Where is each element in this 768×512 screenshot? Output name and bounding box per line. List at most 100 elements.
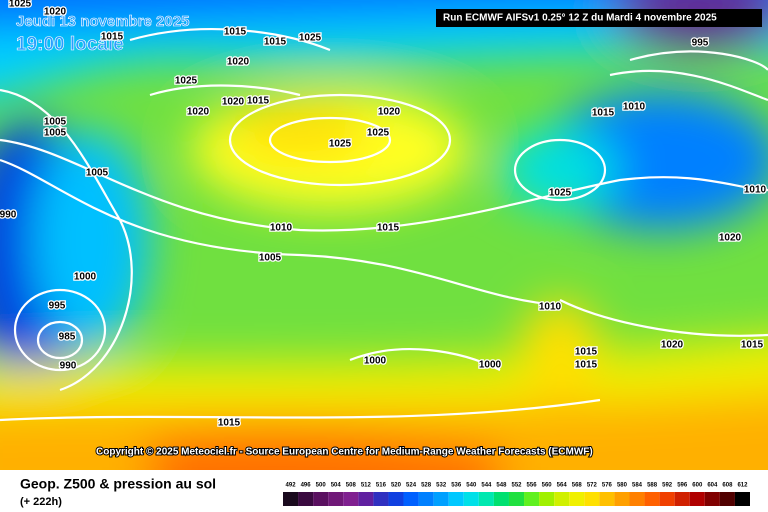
legend-swatch [599, 492, 615, 506]
legend-label: 500 [316, 483, 327, 489]
isobar-label: 1005 [44, 128, 67, 139]
legend-swatch [313, 492, 329, 506]
legend-label: 548 [496, 483, 507, 489]
isobar-label: 1020 [222, 97, 245, 108]
isobar-label: 1015 [247, 96, 270, 107]
legend-swatch [734, 492, 750, 506]
legend-label: 612 [737, 483, 748, 489]
isobar-label: 1000 [74, 272, 97, 283]
legend-label: 576 [602, 483, 613, 489]
legend-label: 508 [346, 483, 357, 489]
legend-swatch [704, 492, 720, 506]
run-box [436, 9, 762, 27]
legend-swatch [463, 492, 479, 506]
legend-swatch [358, 492, 374, 506]
legend-label: 588 [647, 483, 658, 489]
footer-lead: (+ 222h) [20, 496, 62, 508]
isobar-label: 1025 [299, 33, 322, 44]
isobar-label: 1020 [719, 233, 742, 244]
isobar-label: 1000 [364, 356, 387, 367]
legend-label: 492 [286, 483, 297, 489]
legend-swatch [659, 492, 675, 506]
legend-swatch [644, 492, 660, 506]
forecast-date: Jeudi 13 novembre 2025 [16, 13, 189, 30]
legend-swatch [524, 492, 540, 506]
legend-swatch [584, 492, 600, 506]
legend-label: 524 [406, 483, 417, 489]
legend-label: 536 [451, 483, 462, 489]
isobar-label: 995 [49, 301, 66, 312]
legend-swatch [328, 492, 344, 506]
legend-label: 604 [707, 483, 718, 489]
isobar-label: 1010 [270, 223, 293, 234]
isobar-label: 1005 [44, 117, 67, 128]
legend-swatch [674, 492, 690, 506]
legend-swatch [539, 492, 555, 506]
legend-swatch [493, 492, 509, 506]
isobars [0, 28, 768, 422]
isobar-label: 1020 [661, 340, 684, 351]
isobar-label: 1015 [101, 32, 124, 43]
legend-label: 496 [301, 483, 312, 489]
legend-swatch [569, 492, 585, 506]
isobar-label: 1020 [44, 7, 67, 18]
legend-label: 572 [587, 483, 598, 489]
legend-swatch [554, 492, 570, 506]
legend-label: 596 [677, 483, 688, 489]
legend-swatch [283, 492, 299, 506]
legend-label: 556 [527, 483, 538, 489]
legend-swatch [418, 492, 434, 506]
legend-swatch [614, 492, 630, 506]
isobar-label: 1005 [86, 168, 109, 179]
legend-swatch [478, 492, 494, 506]
legend-swatch [448, 492, 464, 506]
isobar-label: 1015 [575, 347, 598, 358]
legend-label: 580 [617, 483, 628, 489]
legend-label: 520 [391, 483, 402, 489]
forecast-time: 19:00 locale [16, 34, 124, 55]
legend-swatch [403, 492, 419, 506]
legend-label: 504 [331, 483, 342, 489]
legend-swatch [343, 492, 359, 506]
legend-label: 540 [466, 483, 477, 489]
legend-swatch [433, 492, 449, 506]
legend-swatch [629, 492, 645, 506]
isobar-label: 1025 [549, 188, 572, 199]
isobar-label: 990 [0, 210, 17, 221]
legend-swatch [689, 492, 705, 506]
legend-swatch [508, 492, 525, 506]
isobar-label: 1010 [539, 302, 562, 313]
isobar-label: 1025 [329, 139, 352, 150]
isobar-label: 1015 [264, 37, 287, 48]
run-info: Run ECMWF AIFSv1 0.25° 12 Z du Mardi 4 n… [443, 13, 717, 24]
isobar-label: 1015 [218, 418, 241, 429]
isobar-label: 1025 [367, 128, 390, 139]
legend-label: 528 [421, 483, 432, 489]
isobar-label: 990 [60, 361, 77, 372]
legend-label: 568 [572, 483, 583, 489]
legend-label: 516 [376, 483, 387, 489]
legend-swatch [719, 492, 735, 506]
isobar-label: 1000 [479, 360, 502, 371]
legend-label: 532 [436, 483, 447, 489]
isobar-label: 1025 [175, 76, 198, 87]
isobar-label: 1010 [744, 185, 767, 196]
isobar-label: 1020 [187, 107, 210, 118]
legend-label: 592 [662, 483, 673, 489]
legend-label: 544 [481, 483, 492, 489]
legend-swatch [373, 492, 389, 506]
legend-label: 584 [632, 483, 643, 489]
isobar-label: 1015 [575, 360, 598, 371]
isobar-label: 1020 [227, 57, 250, 68]
legend-label: 552 [511, 483, 522, 489]
isobar-label: 995 [692, 38, 709, 49]
isobar-label: 1025 [9, 0, 32, 10]
legend: 492 496 500 504 508 512 516 520 524 528 532 536 540 5… [283, 483, 750, 506]
legend-label: 600 [692, 483, 703, 489]
legend-label: 608 [722, 483, 733, 489]
legend-swatch [388, 492, 404, 506]
footer-title: Geop. Z500 & pression au sol [20, 476, 216, 492]
